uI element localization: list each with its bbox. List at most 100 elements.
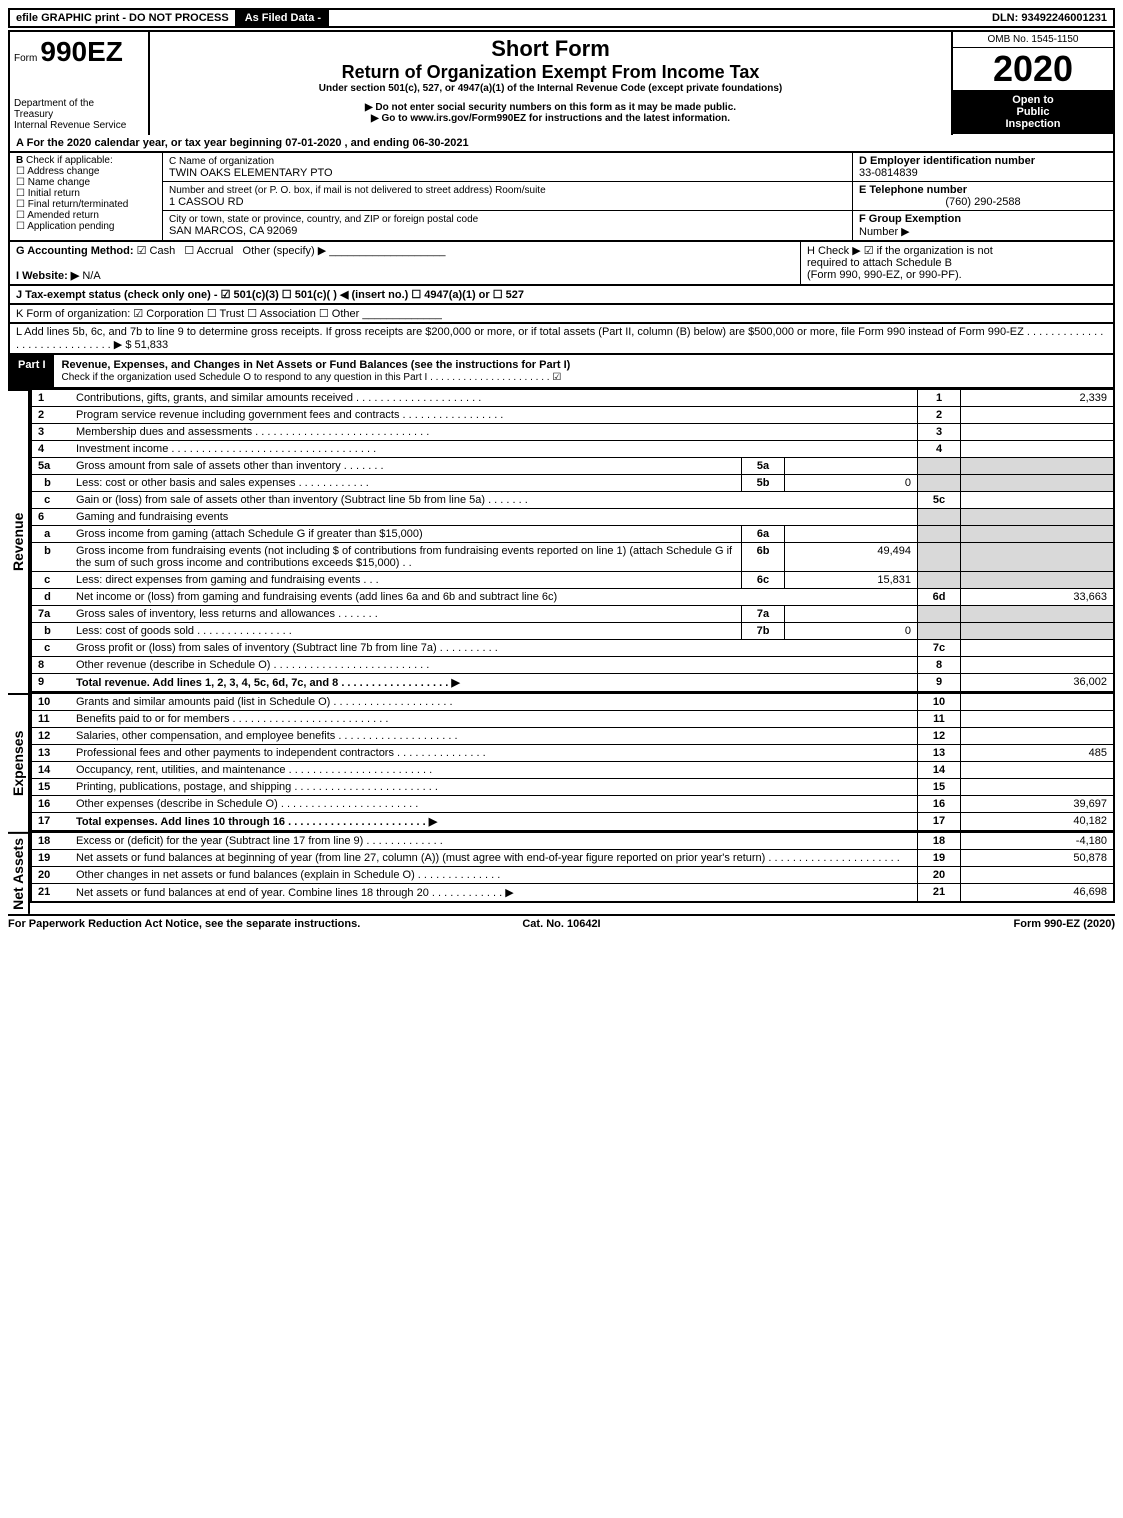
revenue-table: 1Contributions, gifts, grants, and simil… xyxy=(30,389,1115,693)
K-text: K Form of organization: ☑ Corporation ☐ … xyxy=(16,308,359,320)
line-15: 15Printing, publications, postage, and s… xyxy=(31,779,1114,796)
inspection: Inspection xyxy=(957,118,1109,130)
block-B-to-F: B Check if applicable: ☐ Address change … xyxy=(8,153,1115,242)
line-8: 8Other revenue (describe in Schedule O) … xyxy=(31,657,1114,674)
part1-desc: Revenue, Expenses, and Changes in Net As… xyxy=(54,355,1113,387)
F-label2: Number ▶ xyxy=(859,226,910,238)
year-box: OMB No. 1545-1150 2020 Open to Public In… xyxy=(953,32,1113,135)
spacer xyxy=(329,10,986,26)
no-ssn: ▶ Do not enter social security numbers o… xyxy=(158,102,943,113)
line-17: 17Total expenses. Add lines 10 through 1… xyxy=(31,813,1114,832)
J-text: J Tax-exempt status (check only one) - ☑… xyxy=(16,289,524,301)
line-16: 16Other expenses (describe in Schedule O… xyxy=(31,796,1114,813)
line-7b: bLess: cost of goods sold . . . . . . . … xyxy=(31,623,1114,640)
form-header: Form 990EZ Department of the Treasury In… xyxy=(8,30,1115,135)
line-18: 18Excess or (deficit) for the year (Subt… xyxy=(31,833,1114,850)
F-block: F Group Exemption Number ▶ xyxy=(853,211,1113,240)
L-text: L Add lines 5b, 6c, and 7b to line 9 to … xyxy=(16,326,1103,351)
revenue-block: Revenue 1Contributions, gifts, grants, a… xyxy=(8,389,1115,693)
line-12: 12Salaries, other compensation, and empl… xyxy=(31,728,1114,745)
D-label: D Employer identification number xyxy=(859,155,1035,167)
line-5a: 5aGross amount from sale of assets other… xyxy=(31,458,1114,475)
form-id-box: Form 990EZ Department of the Treasury In… xyxy=(10,32,150,135)
E-label: E Telephone number xyxy=(859,184,967,196)
I-label: I Website: ▶ xyxy=(16,270,79,282)
line-A: A For the 2020 calendar year, or tax yea… xyxy=(8,135,1115,153)
B-opt-4[interactable]: Amended return xyxy=(27,210,99,221)
line-7a: 7aGross sales of inventory, less returns… xyxy=(31,606,1114,623)
row-K: K Form of organization: ☑ Corporation ☐ … xyxy=(8,305,1115,324)
B-opt-1[interactable]: Name change xyxy=(28,177,90,188)
G-accrual[interactable]: ☐ Accrual xyxy=(184,245,233,257)
as-filed-label: As Filed Data - xyxy=(237,10,329,26)
H-l3: (Form 990, 990-EZ, or 990-PF). xyxy=(807,269,962,281)
line-9: 9Total revenue. Add lines 1, 2, 3, 4, 5c… xyxy=(31,674,1114,693)
col-DEF: D Employer identification number 33-0814… xyxy=(853,153,1113,240)
line-5b: bLess: cost or other basis and sales exp… xyxy=(31,475,1114,492)
col-B: B Check if applicable: ☐ Address change … xyxy=(10,153,163,240)
B-opt-5[interactable]: Application pending xyxy=(27,221,114,232)
public: Public xyxy=(957,106,1109,118)
line-14: 14Occupancy, rent, utilities, and mainte… xyxy=(31,762,1114,779)
form-number: 990EZ xyxy=(40,36,123,67)
H-l1: H Check ▶ ☑ if the organization is not xyxy=(807,245,993,257)
H-block: H Check ▶ ☑ if the organization is not r… xyxy=(800,242,1113,284)
C-city: City or town, state or province, country… xyxy=(163,211,852,239)
row-J: J Tax-exempt status (check only one) - ☑… xyxy=(8,286,1115,305)
G-other[interactable]: Other (specify) ▶ xyxy=(243,245,327,257)
return-title: Return of Organization Exempt From Incom… xyxy=(158,62,943,83)
G-label: G Accounting Method: xyxy=(16,245,134,257)
L-value: 51,833 xyxy=(135,339,169,351)
line-13: 13Professional fees and other payments t… xyxy=(31,745,1114,762)
C-street: Number and street (or P. O. box, if mail… xyxy=(163,182,852,211)
D-value: 33-0814839 xyxy=(859,167,918,179)
line-7c: cGross profit or (loss) from sales of in… xyxy=(31,640,1114,657)
short-form-title: Short Form xyxy=(158,36,943,62)
line-10: 10Grants and similar amounts paid (list … xyxy=(31,694,1114,711)
line-6c: cLess: direct expenses from gaming and f… xyxy=(31,572,1114,589)
goto-link[interactable]: ▶ Go to www.irs.gov/Form990EZ for instru… xyxy=(158,113,943,124)
row-L: L Add lines 5b, 6c, and 7b to line 9 to … xyxy=(8,324,1115,353)
efile-label: efile GRAPHIC print - DO NOT PROCESS xyxy=(10,10,237,26)
E-block: E Telephone number (760) 290-2588 xyxy=(853,182,1113,211)
B-opt-3[interactable]: Final return/terminated xyxy=(28,199,129,210)
page-footer: For Paperwork Reduction Act Notice, see … xyxy=(8,914,1115,930)
C-street-value: 1 CASSOU RD xyxy=(169,196,244,208)
dept3: Internal Revenue Service xyxy=(14,120,144,131)
E-value: (760) 290-2588 xyxy=(859,196,1107,208)
line-20: 20Other changes in net assets or fund ba… xyxy=(31,867,1114,884)
part1-title: Revenue, Expenses, and Changes in Net As… xyxy=(62,359,571,371)
footer-right: Form 990-EZ (2020) xyxy=(746,918,1115,930)
netassets-label: Net Assets xyxy=(8,832,30,914)
expenses-block: Expenses 10Grants and similar amounts pa… xyxy=(8,693,1115,832)
D-block: D Employer identification number 33-0814… xyxy=(853,153,1113,182)
I-value: N/A xyxy=(82,270,100,282)
C-name-value: TWIN OAKS ELEMENTARY PTO xyxy=(169,167,333,179)
omb: OMB No. 1545-1150 xyxy=(953,32,1113,48)
dln: DLN: 93492246001231 xyxy=(986,10,1113,26)
top-bar: efile GRAPHIC print - DO NOT PROCESS As … xyxy=(8,8,1115,28)
tax-year: 2020 xyxy=(953,48,1113,90)
line-3: 3Membership dues and assessments . . . .… xyxy=(31,424,1114,441)
dln-value: 93492246001231 xyxy=(1021,12,1107,24)
dept2: Treasury xyxy=(14,109,144,120)
revenue-label: Revenue xyxy=(8,389,30,693)
line-A-text: For the 2020 calendar year, or tax year … xyxy=(27,137,469,149)
form-prefix: Form xyxy=(14,53,37,64)
footer-mid: Cat. No. 10642I xyxy=(377,918,746,930)
line-6d: dNet income or (loss) from gaming and fu… xyxy=(31,589,1114,606)
line-6a: aGross income from gaming (attach Schedu… xyxy=(31,526,1114,543)
expenses-label: Expenses xyxy=(8,693,30,832)
dept1: Department of the xyxy=(14,98,144,109)
C-name-label: C Name of organization xyxy=(169,156,274,167)
C-street-label: Number and street (or P. O. box, if mail… xyxy=(169,185,546,196)
F-label: F Group Exemption xyxy=(859,213,961,225)
C-name: C Name of organization TWIN OAKS ELEMENT… xyxy=(163,153,852,182)
expenses-table: 10Grants and similar amounts paid (list … xyxy=(30,693,1115,832)
B-opt-2[interactable]: Initial return xyxy=(28,188,80,199)
B-opt-0[interactable]: Address change xyxy=(27,166,99,177)
line-4: 4Investment income . . . . . . . . . . .… xyxy=(31,441,1114,458)
open-public: Open to Public Inspection xyxy=(953,90,1113,134)
title-box: Short Form Return of Organization Exempt… xyxy=(150,32,953,135)
G-cash[interactable]: ☑ Cash xyxy=(137,245,176,257)
